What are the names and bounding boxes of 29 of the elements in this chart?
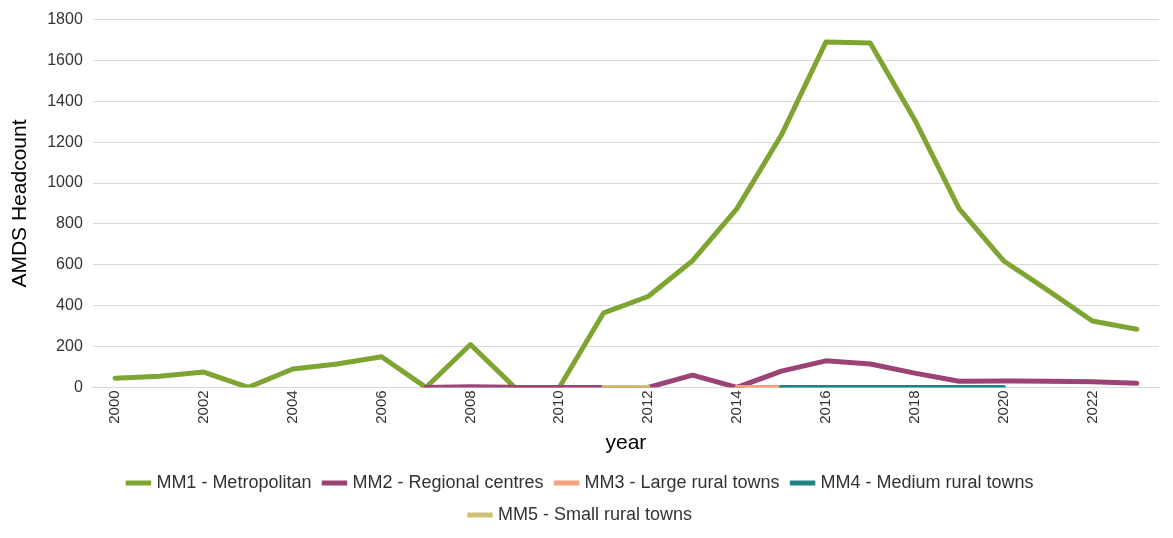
y-tick-label: 600 [56, 255, 83, 273]
y-tick-label: 1800 [47, 10, 83, 28]
x-axis-title: year [605, 430, 647, 454]
x-tick-label: 2002 [194, 390, 211, 424]
x-tick-label: 2018 [904, 390, 922, 424]
legend-label: MM5 - Small rural towns [497, 503, 693, 524]
y-tick-label: 1000 [47, 173, 83, 191]
y-tick-label: 800 [56, 214, 83, 232]
y-tick-label: 200 [56, 336, 83, 354]
x-tick-label: 2012 [638, 390, 656, 424]
y-tick-label: 1200 [47, 132, 83, 150]
x-tick-label: 2016 [815, 390, 833, 424]
y-tick-label: 0 [73, 377, 83, 395]
legend-label: MM3 - Large rural towns [584, 471, 780, 492]
x-tick-label: 2006 [371, 390, 389, 424]
x-tick-label: 2000 [105, 390, 123, 424]
x-tick-label: 2014 [727, 390, 745, 424]
legend-label: MM1 - Metropolitan [156, 471, 312, 492]
y-tick-label: 400 [56, 296, 83, 314]
y-tick-label: 1600 [47, 50, 83, 68]
x-tick-label: 2022 [1082, 390, 1100, 424]
x-tick-label: 2004 [282, 390, 300, 424]
x-tick-label: 2008 [460, 390, 478, 424]
y-tick-label: 1400 [47, 91, 83, 109]
x-tick-label: 2010 [549, 390, 567, 424]
legend-label: MM4 - Medium rural towns [820, 471, 1034, 492]
y-axis-title: AMDS Headcount [7, 119, 31, 288]
x-tick-label: 2020 [993, 390, 1011, 424]
legend-label: MM2 - Regional centres [352, 471, 544, 492]
